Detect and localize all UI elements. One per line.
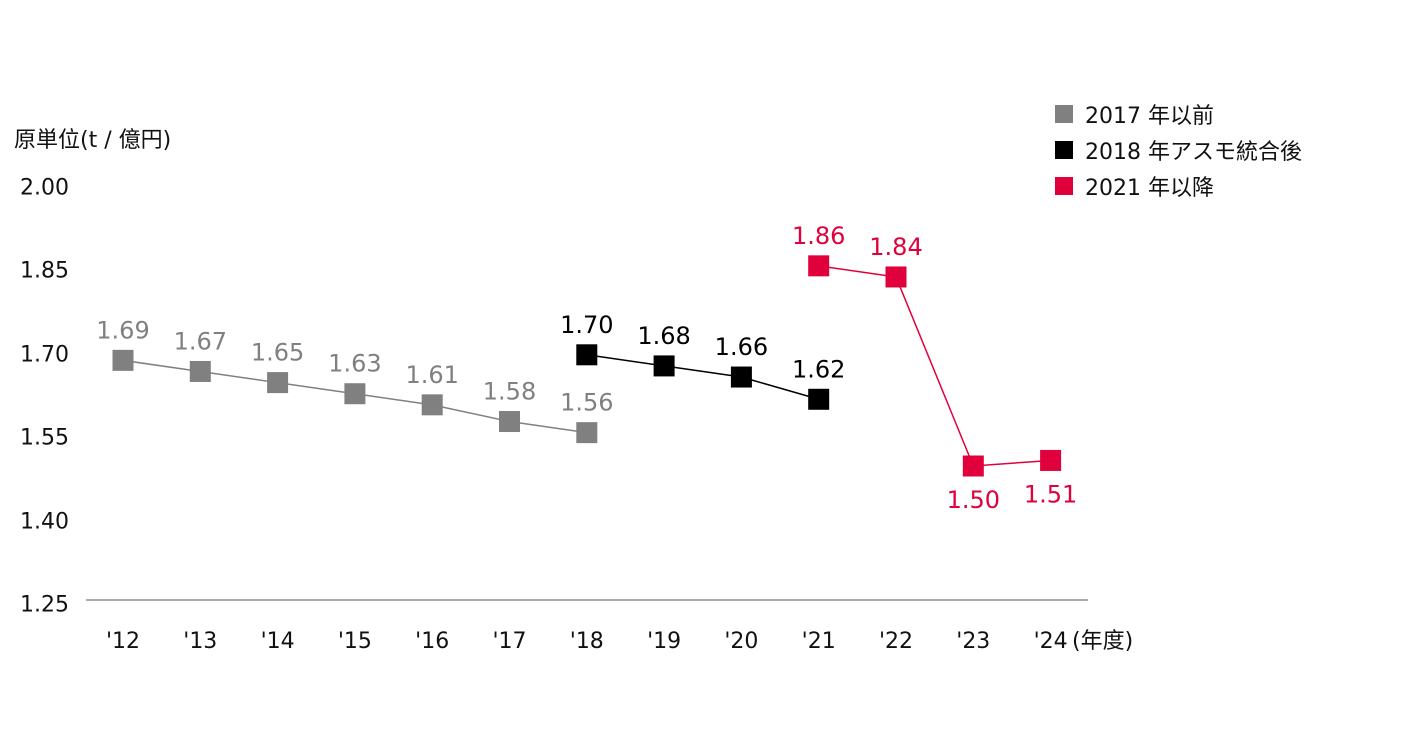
x-tick-label: '20: [724, 629, 758, 654]
data-label: 1.62: [792, 355, 845, 383]
x-tick-label: '15: [338, 629, 372, 654]
x-tick-label: '21: [802, 629, 836, 654]
x-tick-label: '12: [106, 629, 140, 654]
data-label: 1.84: [869, 233, 922, 261]
legend-swatch: [1055, 177, 1073, 195]
data-point: [267, 372, 289, 394]
data-label: 1.63: [328, 350, 381, 378]
y-tick-label: 1.85: [20, 258, 69, 284]
legend-item: 2017 年以前: [1055, 96, 1302, 132]
x-axis-title: (年度): [1072, 629, 1133, 654]
y-tick-label: 1.70: [20, 342, 69, 368]
data-label: 1.66: [715, 333, 768, 361]
legend-label: 2021 年以降: [1085, 176, 1214, 201]
data-label: 1.70: [560, 311, 613, 339]
data-point: [730, 366, 752, 388]
data-point: [344, 383, 366, 405]
x-tick-label: '13: [183, 629, 217, 654]
y-tick-label: 1.55: [20, 425, 69, 451]
x-tick-label: '23: [956, 629, 990, 654]
data-point: [808, 388, 830, 410]
data-point: [885, 266, 907, 288]
x-tick-label: '16: [415, 629, 449, 654]
data-label: 1.56: [560, 389, 613, 417]
legend-swatch: [1055, 105, 1073, 123]
legend: 2017 年以前 2018 年アスモ統合後 2021 年以降: [1055, 96, 1302, 204]
legend-swatch: [1055, 141, 1073, 159]
x-tick-label: '18: [570, 629, 604, 654]
data-point: [576, 422, 598, 444]
data-label: 1.58: [483, 378, 536, 406]
data-label: 1.69: [96, 316, 149, 344]
data-point: [576, 344, 598, 366]
data-point: [653, 355, 675, 377]
data-label: 1.51: [1024, 480, 1077, 508]
data-point: [808, 255, 830, 277]
data-point: [962, 455, 984, 477]
y-axis-title: 原単位(t / 億円): [14, 128, 172, 153]
legend-item: 2021 年以降: [1055, 168, 1302, 204]
data-point: [1040, 449, 1062, 471]
data-label: 1.67: [174, 327, 227, 355]
legend-label: 2017 年以前: [1085, 104, 1214, 129]
x-tick-label: '14: [261, 629, 295, 654]
y-tick-label: 2.00: [20, 175, 69, 201]
data-point: [112, 349, 134, 371]
y-tick-label: 1.40: [20, 509, 69, 535]
data-point: [421, 394, 443, 416]
data-label: 1.50: [947, 486, 1000, 514]
data-label: 1.68: [637, 322, 690, 350]
series-line: [818, 265, 1051, 467]
series-line: [586, 354, 819, 401]
data-label: 1.61: [405, 361, 458, 389]
data-label: 1.65: [251, 339, 304, 367]
data-label: 1.86: [792, 222, 845, 250]
x-tick-label: '24: [1034, 629, 1068, 654]
data-point: [499, 411, 520, 433]
x-tick-label: '19: [647, 629, 681, 654]
x-tick-label: '17: [492, 629, 526, 654]
legend-label: 2018 年アスモ統合後: [1085, 140, 1302, 165]
x-tick-label: '22: [879, 629, 913, 654]
y-tick-label: 1.25: [20, 592, 69, 618]
legend-item: 2018 年アスモ統合後: [1055, 132, 1302, 168]
data-point: [189, 360, 211, 382]
